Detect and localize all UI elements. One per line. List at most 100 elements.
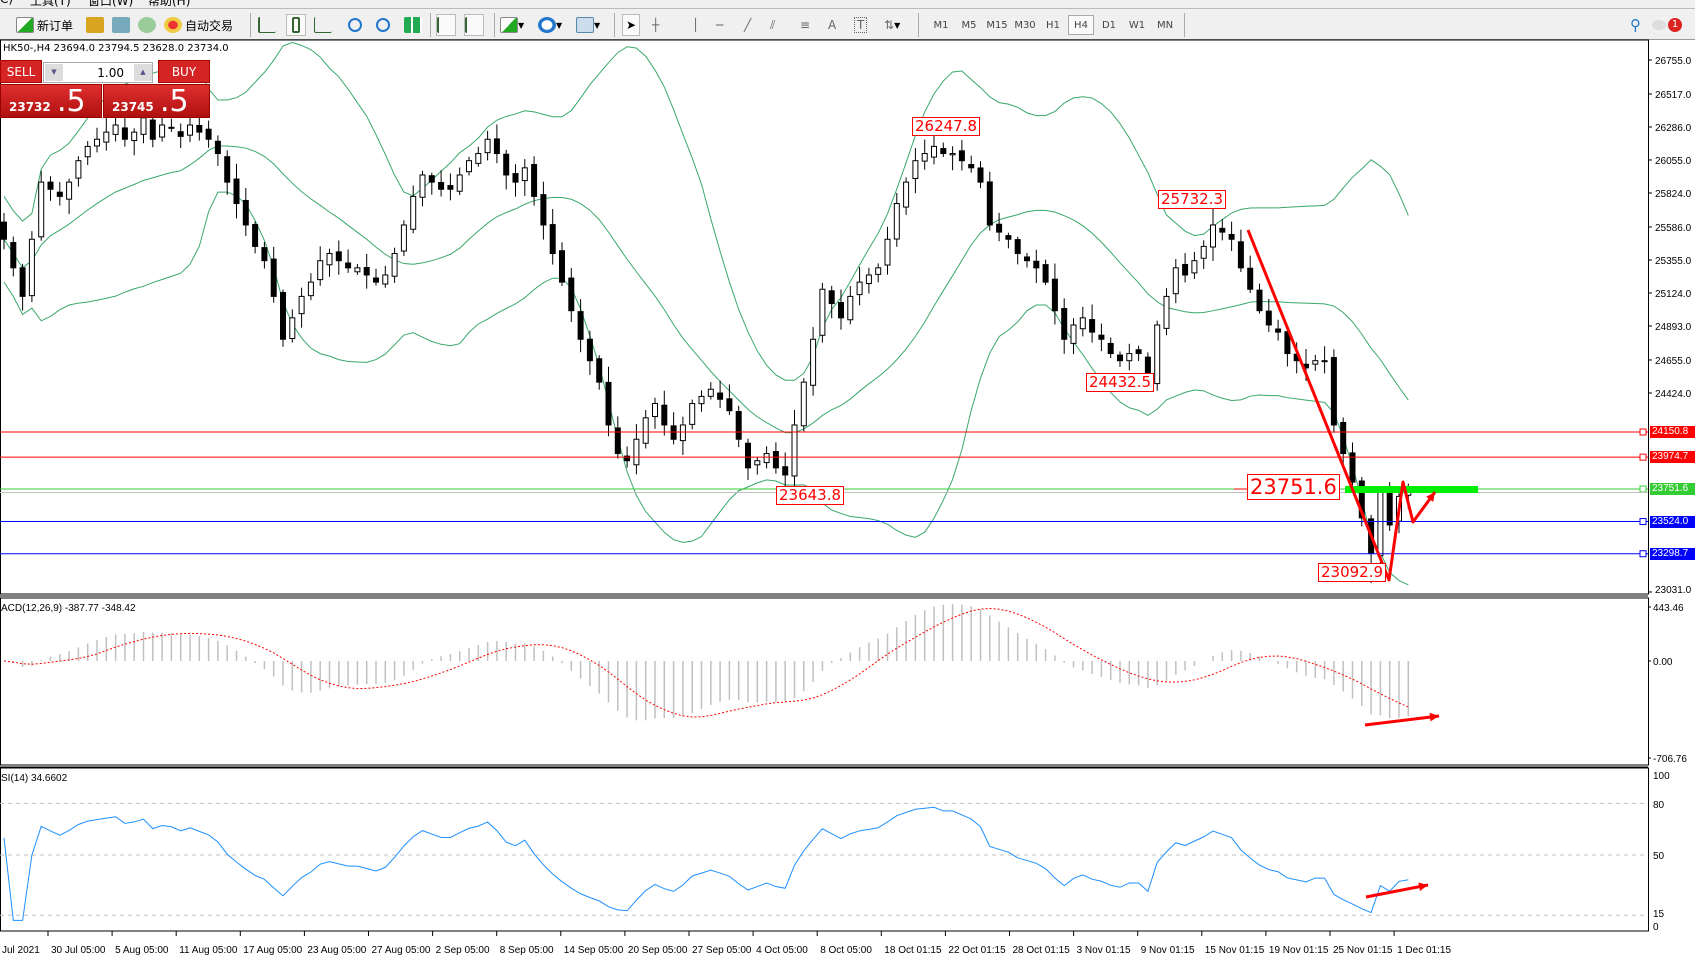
candle — [679, 416, 686, 455]
fibonacci-tool[interactable]: ≡ — [800, 14, 810, 36]
price-line-handle — [1639, 550, 1647, 558]
chart-shift-button[interactable] — [464, 14, 484, 36]
auto-trading-button[interactable]: 自动交易 — [164, 14, 233, 36]
candle — [214, 135, 221, 166]
menu-item[interactable]: C) — [0, 0, 13, 6]
timeframe-m1[interactable]: M1 — [933, 19, 949, 31]
bear-candle-body — [958, 150, 965, 162]
templates-button[interactable]: ▼ — [576, 14, 600, 36]
market-watch-button[interactable] — [86, 14, 104, 36]
line-chart-icon — [314, 17, 332, 33]
rsi-axis-label: 50 — [1653, 851, 1665, 862]
bull-candle-body — [1154, 324, 1161, 385]
bollinger-upper-band — [3, 41, 1409, 381]
price-line-label: 23298.7 — [1650, 547, 1695, 560]
bear-candle-body — [605, 381, 612, 426]
candle — [317, 246, 324, 286]
bear-candle-body — [772, 451, 779, 469]
macd-axis-label: 0.00 — [1653, 657, 1673, 668]
bear-candle-body — [280, 291, 286, 340]
rsi-axis-label: 15 — [1653, 909, 1665, 920]
candle — [605, 366, 612, 437]
candlestick-button[interactable] — [286, 14, 306, 36]
bear-candle-body — [56, 191, 63, 197]
menu-item-window[interactable]: 窗口(W) — [88, 0, 134, 8]
bull-candle-body — [103, 131, 110, 143]
menu-item-help[interactable]: 帮助(H) — [148, 0, 191, 8]
bull-candle-body — [652, 403, 658, 417]
timeframe-h4[interactable]: H4 — [1068, 15, 1094, 35]
bear-candle-body — [242, 199, 249, 226]
menu-item-tools[interactable]: 工具(T) — [30, 0, 71, 8]
line-chart-button[interactable] — [314, 14, 332, 36]
lot-size-input[interactable]: 1.00 — [43, 62, 153, 83]
new-order-button[interactable]: 新订单 — [16, 14, 73, 36]
zoom-in-button[interactable] — [348, 14, 362, 36]
data-window-button[interactable] — [112, 14, 130, 36]
bear-candle-body — [1182, 263, 1189, 276]
bid-price[interactable]: 23732 .5 — [0, 84, 102, 119]
indicators-button[interactable]: ▼ — [500, 14, 524, 36]
bear-candle-body — [438, 182, 445, 190]
cursor-tool[interactable]: ➤ — [622, 14, 641, 36]
bear-candle-body — [1117, 354, 1123, 362]
trendline-tool[interactable]: ╱ — [744, 14, 751, 36]
channel-tool[interactable]: ⫽ — [770, 14, 775, 36]
vertical-line-tool[interactable]: │ — [692, 14, 699, 36]
zoom-out-button[interactable] — [376, 14, 390, 36]
signals-button[interactable] — [138, 14, 156, 36]
timeframe-m30[interactable]: M30 — [1014, 19, 1036, 31]
candle — [47, 176, 54, 201]
bear-candle-body — [1061, 308, 1068, 340]
zoom-out-icon — [376, 18, 390, 32]
auto-scroll-button[interactable] — [436, 14, 456, 36]
candle — [772, 442, 779, 474]
ask-price[interactable]: 23745 .5 — [103, 84, 210, 119]
bar-chart-button[interactable] — [258, 14, 276, 36]
bear-candle-body — [10, 242, 17, 269]
rsi-panel-frame — [0, 767, 1649, 932]
timeframe-d1[interactable]: D1 — [1101, 19, 1117, 31]
lot-decrease-button[interactable]: ▼ — [45, 64, 63, 81]
bull-candle-body — [354, 267, 361, 273]
tile-windows-button[interactable] — [404, 14, 422, 36]
sell-button[interactable]: SELL — [0, 60, 42, 83]
periods-button[interactable]: ▼ — [538, 14, 562, 36]
bear-candle-body — [1, 221, 7, 240]
time-tick-label: 15 Nov 01:15 — [1205, 945, 1265, 956]
candle — [1107, 337, 1114, 358]
search-button[interactable]: ⚲ — [1630, 14, 1641, 36]
arrows-tool[interactable]: ⇅ ▼ — [884, 14, 900, 36]
timeframe-h1[interactable]: H1 — [1046, 19, 1060, 31]
candle — [828, 285, 835, 319]
notifications-button[interactable]: 1 — [1652, 14, 1682, 36]
timeframe-w1[interactable]: W1 — [1128, 19, 1146, 31]
bull-candle-body — [466, 160, 472, 173]
time-tick-label: 20 Sep 05:00 — [628, 945, 688, 956]
text-tool[interactable]: A — [828, 14, 836, 36]
timeframe-m5[interactable]: M5 — [961, 19, 977, 31]
crosshair-tool[interactable]: ┼ — [652, 14, 659, 36]
lot-increase-button[interactable]: ▲ — [134, 64, 152, 81]
rsi-axis-label: 0 — [1653, 922, 1659, 933]
bull-candle-body — [484, 138, 491, 154]
vertical-line-icon: │ — [692, 18, 700, 32]
price-annotation: 23643.8 — [776, 486, 845, 505]
label-tool[interactable]: T — [854, 14, 868, 36]
candle — [1024, 252, 1030, 268]
candle — [1321, 346, 1328, 374]
buy-button[interactable]: BUY — [158, 60, 210, 83]
candle — [419, 170, 426, 207]
horizontal-line-tool[interactable]: ─ — [716, 14, 723, 36]
time-tick-label: 30 Jul 05:00 — [51, 945, 106, 956]
candle — [456, 167, 463, 196]
candle — [1154, 320, 1161, 391]
time-tick-label: 9 Nov 01:15 — [1141, 945, 1195, 956]
bull-candle-body — [912, 160, 919, 179]
timeframe-m15[interactable]: M15 — [986, 19, 1008, 31]
bollinger-middle-band — [3, 145, 1409, 434]
macd-arrow — [1364, 714, 1440, 727]
candle — [121, 115, 128, 147]
timeframe-mn[interactable]: MN — [1156, 19, 1174, 31]
